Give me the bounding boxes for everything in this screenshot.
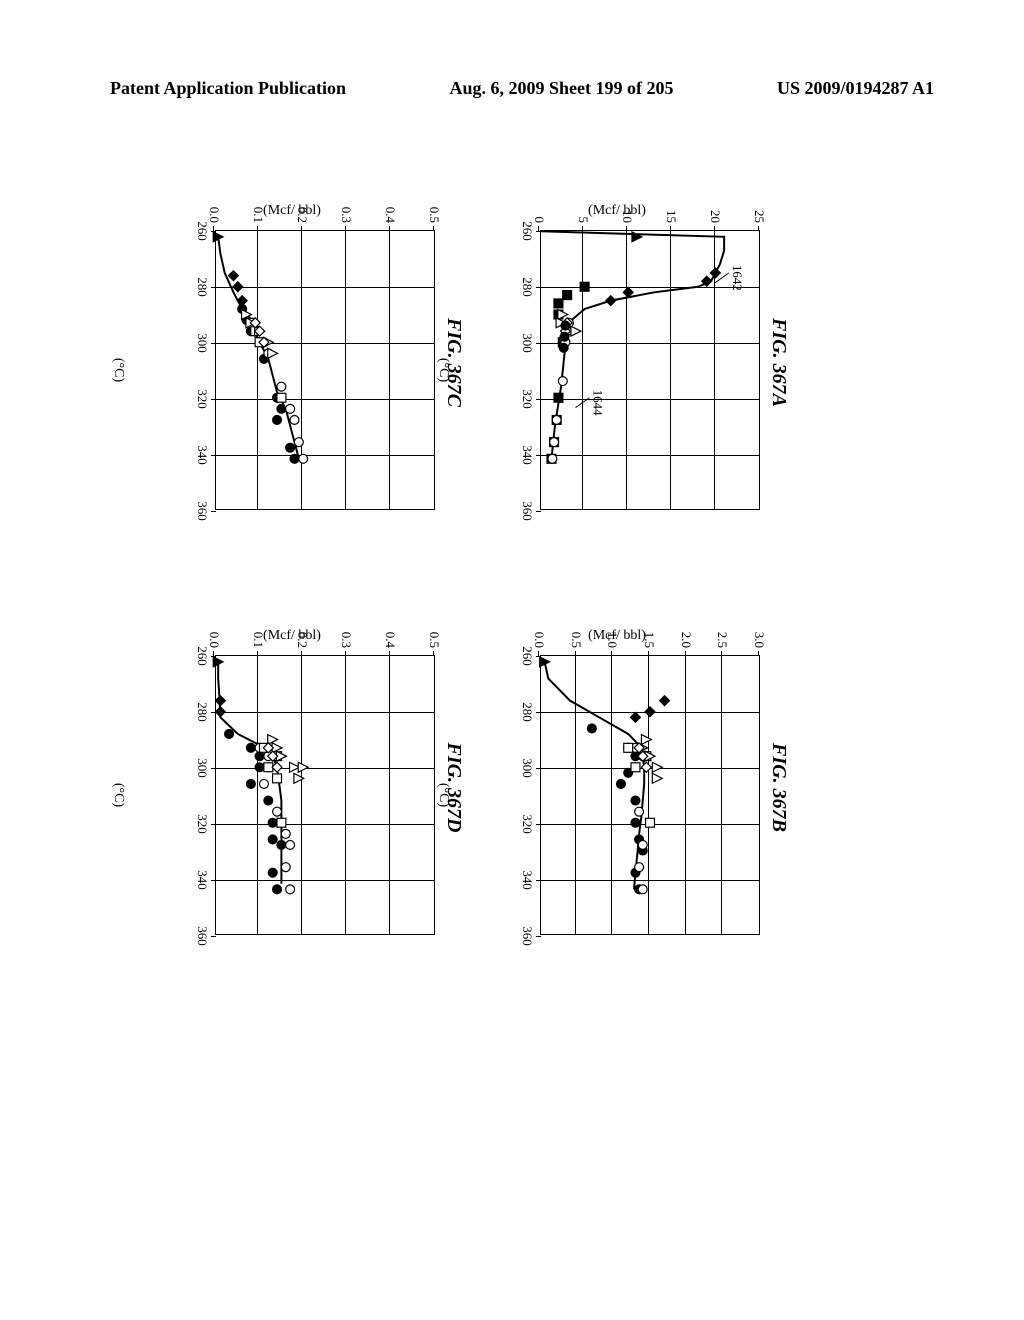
xtick-label: 300 bbox=[519, 758, 535, 778]
ytick-label: 20 bbox=[707, 210, 723, 223]
svg-text:1642: 1642 bbox=[730, 265, 744, 291]
ytick-label: 0.2 bbox=[294, 632, 310, 648]
x-axis-label: (°C) bbox=[110, 358, 126, 382]
xtick-label: 360 bbox=[519, 501, 535, 521]
page-header: Patent Application Publication Aug. 6, 2… bbox=[0, 78, 1024, 99]
plot-area: 0.00.10.20.30.40.5260280300320340360 bbox=[215, 230, 435, 510]
xtick-label: 360 bbox=[194, 501, 210, 521]
x-axis-label: (°C) bbox=[110, 783, 126, 807]
panel-title: FIG. 367B bbox=[767, 743, 790, 832]
panel-title: FIG. 367A bbox=[767, 318, 790, 407]
chart-svg bbox=[216, 231, 434, 509]
xtick-label: 300 bbox=[194, 758, 210, 778]
chart-svg: 1642 1644 bbox=[541, 231, 759, 509]
header-right: US 2009/0194287 A1 bbox=[777, 78, 934, 99]
xtick-label: 260 bbox=[194, 221, 210, 241]
panel-A: FIG. 367A(Mcf/ bbl)051015202526028030032… bbox=[475, 180, 760, 545]
xtick-label: 260 bbox=[194, 646, 210, 666]
ytick-label: 10 bbox=[619, 210, 635, 223]
ytick-label: 0.3 bbox=[338, 632, 354, 648]
y-axis-label: (Mcf/ bbl) bbox=[589, 203, 647, 219]
ytick-label: 0.5 bbox=[426, 632, 442, 648]
panel-B: FIG. 367B(Mcf/ bbl)0.00.51.01.52.02.53.0… bbox=[475, 605, 760, 970]
ytick-label: 0.5 bbox=[426, 207, 442, 223]
ytick-label: 0.4 bbox=[382, 632, 398, 648]
xtick-label: 340 bbox=[519, 445, 535, 465]
panel-grid: FIG. 367A(Mcf/ bbl)051015202526028030032… bbox=[150, 180, 760, 970]
ytick-label: 0.5 bbox=[568, 632, 584, 648]
xtick-label: 280 bbox=[519, 702, 535, 722]
xtick-label: 260 bbox=[519, 646, 535, 666]
ytick-label: 2.5 bbox=[714, 632, 730, 648]
xtick-label: 280 bbox=[194, 702, 210, 722]
y-axis-label: (Mcf/ bbl) bbox=[264, 203, 322, 219]
xtick-label: 300 bbox=[194, 333, 210, 353]
panel-title: FIG. 367D bbox=[442, 742, 465, 832]
panel-title: FIG. 367C bbox=[442, 318, 465, 407]
xtick-label: 280 bbox=[194, 277, 210, 297]
xtick-label: 340 bbox=[194, 445, 210, 465]
chart-svg bbox=[216, 656, 434, 934]
ytick-label: 5 bbox=[575, 217, 591, 224]
ytick-label: 25 bbox=[751, 210, 767, 223]
ytick-label: 0.2 bbox=[294, 207, 310, 223]
ytick-label: 1.5 bbox=[641, 632, 657, 648]
xtick-label: 340 bbox=[194, 870, 210, 890]
xtick-label: 300 bbox=[519, 333, 535, 353]
ytick-label: 0.1 bbox=[250, 207, 266, 223]
xtick-label: 340 bbox=[519, 870, 535, 890]
ytick-label: 3.0 bbox=[751, 632, 767, 648]
svg-text:1644: 1644 bbox=[590, 390, 604, 416]
panel-C: FIG. 367C(Mcf/ bbl)0.00.10.20.30.40.5260… bbox=[150, 180, 435, 545]
xtick-label: 320 bbox=[194, 814, 210, 834]
xtick-label: 320 bbox=[519, 814, 535, 834]
header-left: Patent Application Publication bbox=[110, 78, 346, 99]
plot-area: 0.00.10.20.30.40.5260280300320340360 bbox=[215, 655, 435, 935]
ytick-label: 0.1 bbox=[250, 632, 266, 648]
xtick-label: 260 bbox=[519, 221, 535, 241]
ytick-label: 0.4 bbox=[382, 207, 398, 223]
header-center: Aug. 6, 2009 Sheet 199 of 205 bbox=[450, 78, 674, 99]
rotated-figure-container: FIG. 367A(Mcf/ bbl)051015202526028030032… bbox=[60, 270, 850, 880]
ytick-label: 2.0 bbox=[678, 632, 694, 648]
xtick-label: 320 bbox=[519, 389, 535, 409]
chart-svg bbox=[541, 656, 759, 934]
xtick-label: 360 bbox=[519, 926, 535, 946]
xtick-label: 360 bbox=[194, 926, 210, 946]
y-axis-label: (Mcf/ bbl) bbox=[264, 628, 322, 644]
xtick-label: 280 bbox=[519, 277, 535, 297]
ytick-label: 15 bbox=[663, 210, 679, 223]
plot-area: 0.00.51.01.52.02.53.0260280300320340360 bbox=[540, 655, 760, 935]
plot-area: 051015202526028030032034036016421644 bbox=[540, 230, 760, 510]
ytick-label: 1.0 bbox=[604, 632, 620, 648]
ytick-label: 0.3 bbox=[338, 207, 354, 223]
xtick-label: 320 bbox=[194, 389, 210, 409]
panel-D: FIG. 367D(Mcf/ bbl)0.00.10.20.30.40.5260… bbox=[150, 605, 435, 970]
